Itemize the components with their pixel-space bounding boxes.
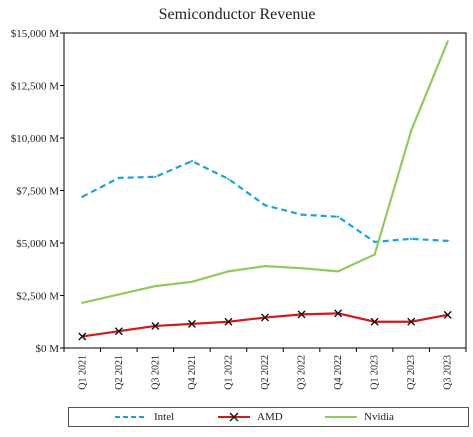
data-point-amd <box>297 310 306 319</box>
legend-swatch-intel <box>115 416 147 418</box>
data-point-nvidia <box>373 253 376 256</box>
legend-item-amd: AMD <box>217 409 283 425</box>
data-point-nvidia <box>190 280 194 283</box>
data-point-nvidia <box>446 40 449 43</box>
data-point-nvidia <box>81 301 84 304</box>
data-point-intel <box>300 213 303 216</box>
x-tick-label: Q1 2021 <box>77 355 88 390</box>
data-point-intel <box>227 177 230 181</box>
legend-item-nvidia: Nvidia <box>324 409 394 425</box>
data-point-nvidia <box>336 270 340 273</box>
x-tick-label: Q4 2022 <box>333 355 344 390</box>
x-tick-label: Q3 2023 <box>443 355 454 390</box>
data-point-nvidia <box>410 129 413 132</box>
data-point-amd <box>261 313 269 322</box>
data-point-nvidia <box>227 270 230 273</box>
data-point-amd <box>334 309 343 318</box>
legend-swatch-amd <box>218 412 250 422</box>
data-point-intel <box>154 175 157 178</box>
data-point-nvidia <box>300 267 303 270</box>
y-tick-label: $7,500 M <box>16 186 59 198</box>
legend-label-amd: AMD <box>257 411 283 423</box>
series-line-intel <box>81 160 448 244</box>
legend-item-intel: Intel <box>114 409 174 425</box>
y-tick-label: $2,500 M <box>16 291 59 303</box>
data-point-amd <box>407 317 416 326</box>
data-point-intel <box>117 176 120 179</box>
x-tick-label: Q1 2023 <box>370 355 381 390</box>
data-point-amd <box>114 327 123 336</box>
x-tick-label: Q2 2021 <box>114 355 125 390</box>
legend-label-intel: Intel <box>154 411 175 423</box>
data-point-intel <box>190 160 194 163</box>
data-point-nvidia <box>263 265 267 268</box>
chart-legend: Intel AMD Nvidia <box>68 407 469 427</box>
y-tick-label: $15,000 M <box>11 28 60 40</box>
data-point-intel <box>410 237 413 240</box>
data-point-intel <box>336 215 340 218</box>
data-point-amd <box>370 317 379 326</box>
x-tick-label: Q2 2023 <box>406 355 417 390</box>
data-point-amd <box>151 321 160 330</box>
plot-border <box>63 32 467 349</box>
data-point-intel <box>263 204 267 207</box>
series-line-nvidia <box>82 40 449 304</box>
y-tick-label: $10,000 M <box>11 133 60 145</box>
legend-label-nvidia: Nvidia <box>364 411 394 423</box>
data-point-amd <box>224 317 233 326</box>
data-point-intel <box>81 195 84 198</box>
y-tick-label: $0 M <box>35 343 59 355</box>
x-tick-label: Q4 2021 <box>187 355 198 390</box>
x-tick-label: Q2 2022 <box>260 355 271 390</box>
data-point-nvidia <box>154 284 157 288</box>
data-point-amd <box>443 310 452 319</box>
x-tick-label: Q3 2022 <box>297 355 308 390</box>
x-tick-label: Q3 2021 <box>150 355 161 390</box>
data-point-intel <box>373 240 376 244</box>
y-tick-label: $12,500 M <box>11 81 60 93</box>
data-point-intel <box>446 239 449 242</box>
chart-title: Semiconductor Revenue <box>159 6 316 23</box>
legend-swatch-nvidia <box>325 416 357 418</box>
x-tick-label: Q1 2022 <box>223 355 234 390</box>
plot-area: $0 M $2,500 M $5,000 M $7,500 M $10,000 M $12… <box>11 28 467 390</box>
data-point-amd <box>187 319 196 328</box>
data-point-amd <box>78 332 87 341</box>
data-point-nvidia <box>117 293 120 296</box>
y-tick-label: $5,000 M <box>16 238 59 250</box>
